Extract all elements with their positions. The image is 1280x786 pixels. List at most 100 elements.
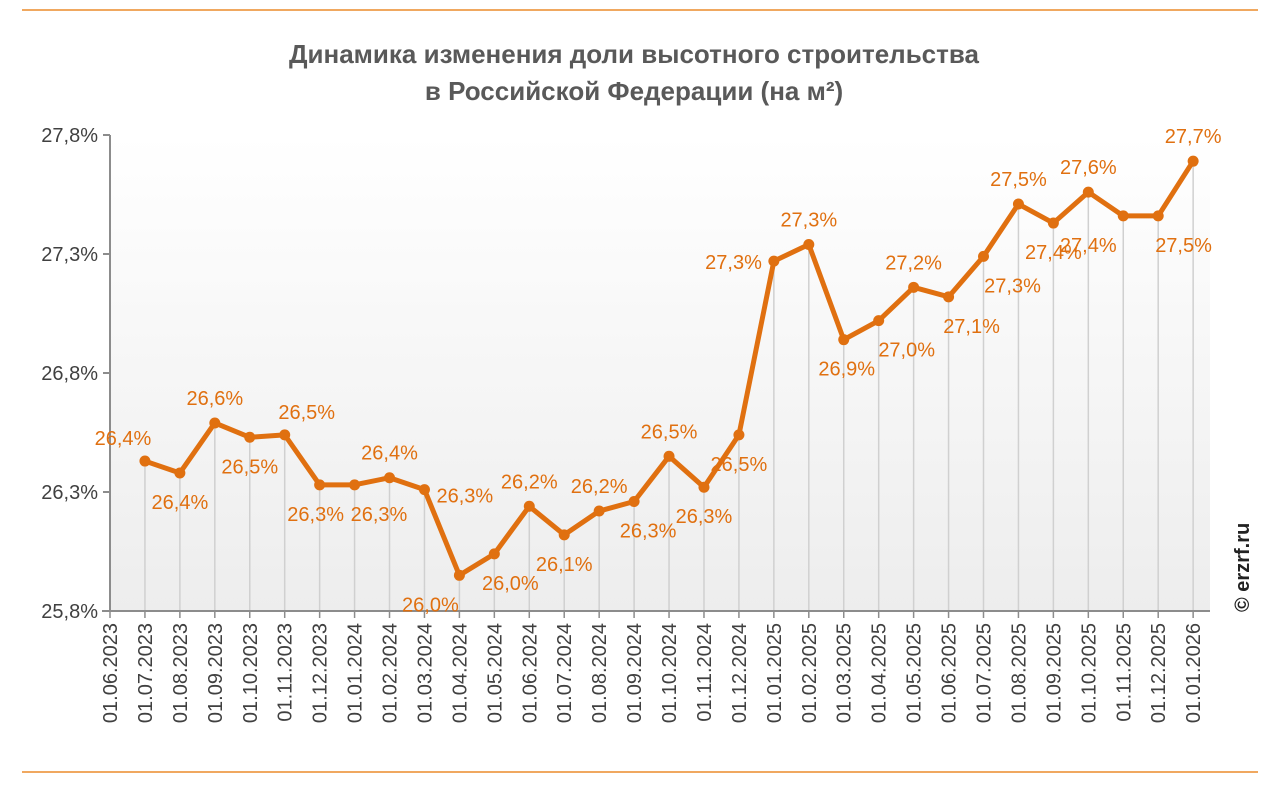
data-point <box>838 334 850 346</box>
data-label: 27,4% <box>1025 242 1082 264</box>
data-point <box>314 479 326 491</box>
x-tick-label: 01.06.2023 <box>100 623 122 723</box>
data-label: 26,9% <box>818 359 875 381</box>
x-tick-label: 01.06.2025 <box>939 623 961 723</box>
x-tick-label: 01.05.2024 <box>484 623 506 723</box>
x-tick-label: 01.04.2024 <box>449 623 471 723</box>
watermark: © erzrf.ru <box>1232 522 1254 612</box>
data-label: 27,7% <box>1165 126 1222 148</box>
x-tick-label: 01.02.2025 <box>799 623 821 723</box>
data-label: 26,3% <box>287 504 344 526</box>
data-point <box>663 450 675 462</box>
x-tick-label: 01.07.2025 <box>974 623 996 723</box>
data-label: 27,3% <box>705 252 762 274</box>
data-point <box>733 429 745 441</box>
data-label: 27,2% <box>885 252 942 274</box>
x-tick-label: 01.07.2024 <box>554 623 576 723</box>
x-tick-label: 01.10.2025 <box>1078 623 1100 723</box>
data-point <box>209 417 221 429</box>
x-tick-label: 01.03.2025 <box>834 623 856 723</box>
data-point <box>558 529 570 541</box>
x-tick-label: 01.01.2024 <box>345 623 367 723</box>
top-rule <box>22 9 1258 11</box>
x-tick-label: 01.10.2023 <box>240 623 262 723</box>
x-tick-label: 01.08.2024 <box>589 623 611 723</box>
data-label: 26,3% <box>436 486 493 508</box>
data-point <box>593 505 605 517</box>
data-point <box>1082 186 1094 198</box>
x-tick-label: 01.01.2025 <box>764 623 786 723</box>
x-tick-label: 01.12.2024 <box>729 623 751 723</box>
x-tick-label: 01.11.2023 <box>275 623 297 722</box>
x-tick-label: 01.12.2025 <box>1148 623 1170 723</box>
data-label: 26,0% <box>482 573 539 595</box>
y-tick-label: 26,8% <box>41 363 98 385</box>
data-label: 26,1% <box>536 554 593 576</box>
data-point <box>698 481 710 493</box>
data-point <box>1047 217 1059 229</box>
x-tick-label: 01.06.2024 <box>519 623 541 723</box>
data-point <box>174 467 186 479</box>
plot-background <box>110 135 1210 611</box>
x-tick-label: 01.03.2024 <box>414 623 436 723</box>
data-label: 26,3% <box>351 504 408 526</box>
data-label: 26,2% <box>501 471 558 493</box>
x-tick-label: 01.11.2025 <box>1113 623 1135 722</box>
y-tick-label: 26,3% <box>41 482 98 504</box>
data-label: 26,4% <box>152 492 209 514</box>
x-tick-label: 01.09.2024 <box>624 623 646 723</box>
data-point <box>1152 210 1164 222</box>
data-point <box>628 496 640 508</box>
x-tick-label: 01.07.2023 <box>135 623 157 723</box>
data-point <box>803 238 815 250</box>
data-label: 26,6% <box>186 388 243 410</box>
data-label: 26,5% <box>711 454 768 476</box>
data-label: 27,3% <box>984 275 1041 297</box>
data-point <box>908 281 920 293</box>
data-point <box>139 455 151 467</box>
data-label: 26,5% <box>221 456 278 478</box>
data-label: 26,0% <box>402 594 459 616</box>
data-point <box>1187 155 1199 167</box>
data-label: 27,3% <box>780 209 837 231</box>
data-label: 27,4% <box>1060 235 1117 257</box>
x-tick-label: 01.05.2025 <box>904 623 926 723</box>
x-tick-label: 01.10.2024 <box>659 623 681 723</box>
data-label: 26,4% <box>361 443 418 465</box>
data-point <box>349 479 361 491</box>
y-tick-label: 25,8% <box>41 601 98 623</box>
data-label: 27,5% <box>1155 235 1212 257</box>
data-point <box>1012 198 1024 210</box>
x-tick-label: 01.09.2025 <box>1043 623 1065 723</box>
chart-title: Динамика изменения доли высотного строит… <box>0 36 1268 110</box>
data-point <box>978 250 989 262</box>
data-label: 26,5% <box>641 421 698 443</box>
y-tick-label: 27,3% <box>41 244 98 266</box>
x-tick-label: 01.12.2023 <box>310 623 332 723</box>
data-point <box>279 429 291 441</box>
data-label: 26,2% <box>571 476 628 498</box>
y-tick-label: 27,8% <box>41 125 98 147</box>
data-point <box>384 472 396 484</box>
data-label: 26,3% <box>676 506 733 528</box>
data-label: 27,6% <box>1060 157 1117 179</box>
x-tick-label: 01.11.2024 <box>694 623 716 722</box>
x-tick-label: 01.04.2025 <box>869 623 891 723</box>
data-point <box>488 548 500 560</box>
x-tick-label: 01.02.2024 <box>380 623 402 723</box>
bottom-rule <box>22 771 1258 773</box>
data-point <box>244 431 256 443</box>
data-label: 26,5% <box>278 402 335 424</box>
data-point <box>873 315 885 327</box>
x-tick-label: 01.01.2026 <box>1183 623 1205 723</box>
title-line-1: Динамика изменения доли высотного строит… <box>289 39 979 69</box>
data-point <box>1117 210 1129 222</box>
data-point <box>418 484 430 496</box>
x-tick-label: 01.08.2025 <box>1008 623 1030 723</box>
data-point <box>943 291 955 303</box>
data-label: 27,5% <box>990 169 1047 191</box>
data-label: 26,3% <box>620 521 677 543</box>
x-tick-label: 01.09.2023 <box>205 623 227 723</box>
x-tick-label: 01.08.2023 <box>170 623 192 723</box>
data-label: 27,1% <box>943 316 1000 338</box>
